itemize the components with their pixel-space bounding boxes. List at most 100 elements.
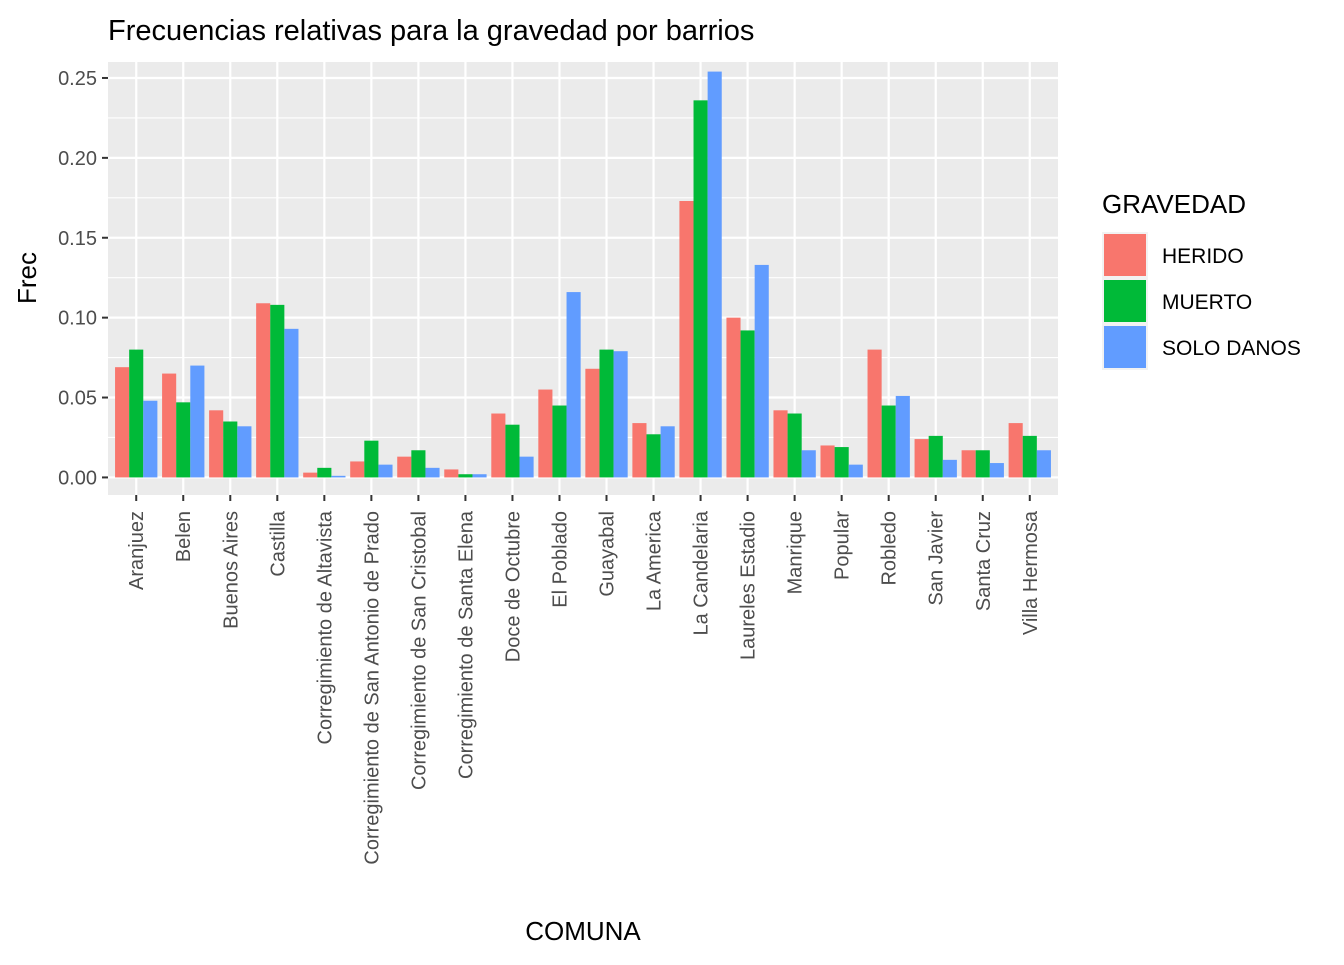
bar-herido <box>585 368 600 478</box>
bar-herido <box>256 303 271 478</box>
bar-solo-danos <box>801 450 816 478</box>
bar-herido <box>867 349 882 478</box>
bar-muerto <box>458 474 473 478</box>
y-tick-label: 0.15 <box>58 228 97 250</box>
bar-herido <box>397 456 412 478</box>
bar-solo-danos <box>472 474 487 478</box>
y-tick-label: 0.10 <box>58 308 97 330</box>
x-axis: Aranjuez Belen Buenos Aires Castilla Corregi… <box>126 495 1042 865</box>
bar-muerto <box>693 100 708 478</box>
x-tick-label: El Poblado <box>549 511 571 608</box>
bar-muerto <box>928 435 943 478</box>
x-tick-label: Guayabal <box>597 511 619 597</box>
x-tick-label: San Javier <box>926 511 948 606</box>
bar-solo-danos <box>707 71 722 478</box>
bar-solo-danos <box>519 456 534 478</box>
bar-solo-danos <box>331 475 346 478</box>
x-tick-label: Aranjuez <box>126 511 148 590</box>
x-tick-label: Robledo <box>879 511 901 586</box>
bar-muerto <box>129 349 144 478</box>
bar-solo-danos <box>942 459 957 478</box>
bar-muerto <box>411 450 426 478</box>
bar-muerto <box>1022 435 1037 478</box>
x-tick-label: Belen <box>173 511 195 562</box>
x-tick-label: Corregimiento de San Antonio de Prado <box>361 511 383 865</box>
y-axis: 0.00 0.05 0.10 0.15 0.20 0.25 <box>58 68 108 489</box>
legend-label: HERIDO <box>1162 245 1244 268</box>
legend-swatch <box>1104 326 1146 368</box>
bar-muerto <box>270 304 285 478</box>
bar-muerto <box>834 447 849 478</box>
bar-herido <box>914 439 929 478</box>
legend-swatch <box>1104 280 1146 322</box>
bar-muerto <box>599 349 614 478</box>
bar-solo-danos <box>425 467 440 478</box>
chart-title: Frecuencias relativas para la gravedad p… <box>108 15 754 47</box>
x-tick-label: Corregimiento de Santa Elena <box>455 510 477 779</box>
bar-muerto <box>975 450 990 478</box>
bar-muerto <box>740 330 755 478</box>
bar-herido <box>679 201 694 478</box>
bar-herido <box>773 410 788 478</box>
x-tick-label: La Candelaria <box>691 510 713 635</box>
bar-herido <box>820 445 835 478</box>
bar-herido <box>303 472 318 478</box>
x-tick-label: Corregimiento de Altavista <box>314 510 336 744</box>
y-tick-label: 0.05 <box>58 388 97 410</box>
bar-muerto <box>881 405 896 478</box>
bar-solo-danos <box>1036 450 1051 478</box>
bar-muerto <box>223 421 238 478</box>
x-tick-label: Villa Hermosa <box>1020 510 1042 635</box>
bar-herido <box>115 367 130 478</box>
x-tick-label: Castilla <box>267 510 289 576</box>
x-tick-label: Doce de Octubre <box>502 511 524 662</box>
bar-herido <box>444 469 459 478</box>
bar-solo-danos <box>237 426 252 478</box>
bar-muerto <box>646 434 661 478</box>
x-tick-label: Laureles Estadio <box>738 511 760 660</box>
legend: GRAVEDAD HERIDO MUERTO SOLO DANOS <box>1102 189 1301 370</box>
bar-herido <box>1008 423 1023 478</box>
bar-herido <box>726 317 741 478</box>
bar-herido <box>961 450 976 478</box>
legend-label: SOLO DANOS <box>1162 337 1301 360</box>
bar-solo-danos <box>190 365 205 478</box>
bar-solo-danos <box>989 463 1004 478</box>
bar-muerto <box>176 402 191 478</box>
bar-muerto <box>787 413 802 478</box>
bar-herido <box>491 413 506 478</box>
bar-solo-danos <box>284 328 299 478</box>
bar-herido <box>350 461 365 478</box>
bar-solo-danos <box>378 464 393 478</box>
bar-solo-danos <box>143 400 158 478</box>
legend-swatch <box>1104 234 1146 276</box>
legend-label: MUERTO <box>1162 291 1252 314</box>
bars <box>115 71 1051 478</box>
bar-solo-danos <box>895 395 910 478</box>
bar-solo-danos <box>613 351 628 478</box>
bar-herido <box>209 410 224 478</box>
y-tick-label: 0.20 <box>58 148 97 170</box>
bar-muerto <box>317 467 332 478</box>
y-tick-label: 0.00 <box>58 467 97 489</box>
legend-title: GRAVEDAD <box>1102 189 1246 219</box>
bar-solo-danos <box>754 264 769 478</box>
bar-solo-danos <box>660 426 675 478</box>
x-tick-label: Manrique <box>785 511 807 594</box>
x-tick-label: Corregimiento de San Cristobal <box>408 511 430 790</box>
bar-muerto <box>505 424 520 478</box>
bar-herido <box>632 423 647 478</box>
x-tick-label: Santa Cruz <box>973 511 995 611</box>
x-tick-label: Popular <box>832 511 854 580</box>
x-tick-label: La America <box>644 510 666 611</box>
bar-muerto <box>364 440 379 478</box>
y-axis-title: Frec <box>12 252 42 304</box>
bar-herido <box>162 373 177 478</box>
bar-herido <box>538 389 553 478</box>
x-axis-title: COMUNA <box>525 916 641 946</box>
bar-muerto <box>552 405 567 478</box>
y-tick-label: 0.25 <box>58 68 97 90</box>
x-tick-label: Buenos Aires <box>220 511 242 629</box>
